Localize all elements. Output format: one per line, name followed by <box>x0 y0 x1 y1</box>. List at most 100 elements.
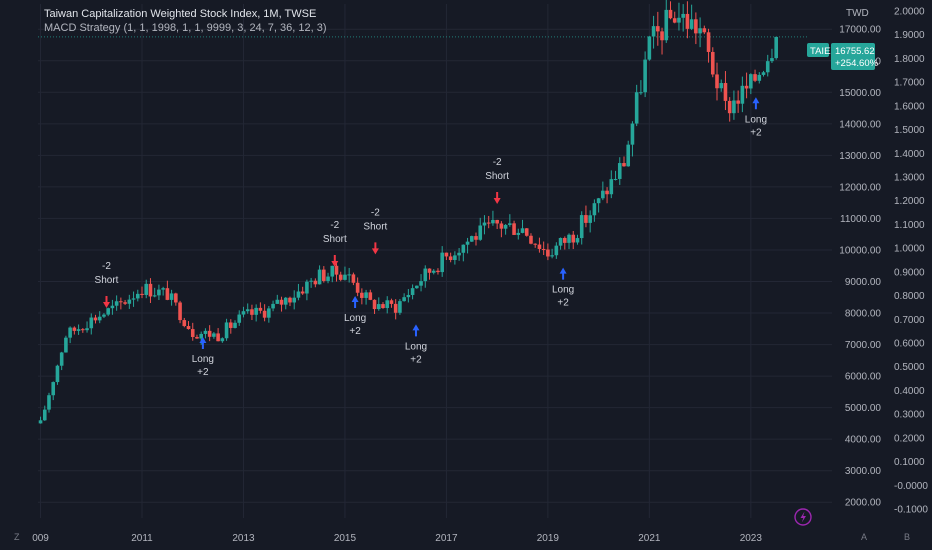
signal-label-bottom: Short <box>323 234 347 245</box>
candle-body <box>436 270 440 273</box>
candle-body <box>106 308 110 315</box>
candle-body <box>571 234 576 243</box>
candle-body <box>660 31 664 41</box>
candle-body <box>770 58 774 62</box>
candle-body <box>601 190 605 199</box>
candle-body <box>186 326 191 330</box>
y2-tick-label: 1.7000 <box>894 78 925 89</box>
candle-body <box>643 59 647 93</box>
corner-right-label: B <box>904 532 910 542</box>
candle-body <box>262 310 267 318</box>
candle-body <box>216 333 220 342</box>
candle-body <box>343 274 347 280</box>
candle-body <box>698 28 702 34</box>
candle-body <box>389 300 394 304</box>
signal-label-top: -2 <box>330 220 339 231</box>
candlestick-series <box>38 0 778 424</box>
candle-body <box>322 269 326 281</box>
candle-body <box>203 330 208 334</box>
price-axis-right[interactable]: 2.0000 1.9000 1.8000 1.7000 1.6000 1.5000 1.40… <box>894 7 928 516</box>
candle-body <box>300 291 305 294</box>
candle-body <box>135 293 140 299</box>
y2-tick-label: 0.1000 <box>894 457 925 468</box>
candle-body <box>486 222 491 224</box>
candle-body <box>157 289 161 296</box>
candle-body <box>765 61 770 73</box>
candle-body <box>144 283 149 295</box>
candle-body <box>51 382 56 396</box>
candle-body <box>727 100 732 114</box>
candle-body <box>529 235 533 244</box>
candle-body <box>495 219 499 224</box>
y2-tick-label: 1.9000 <box>894 30 925 41</box>
signal-label-top: Long <box>552 285 574 296</box>
candle-body <box>554 245 559 256</box>
corner-mid-label: A <box>861 532 867 542</box>
price-axis-left[interactable]: 2000.00 3000.00 4000.00 5000.00 6000.00 7000.… <box>839 25 881 509</box>
candle-body <box>114 301 119 306</box>
corner-left-label: Z <box>14 532 20 542</box>
x-tick-label: 2017 <box>435 533 458 544</box>
x-tick-label: 2013 <box>232 533 255 544</box>
candle-body <box>478 225 483 240</box>
candle-body <box>592 203 597 216</box>
candle-body <box>93 317 98 321</box>
y2-tick-label: 2.0000 <box>894 7 925 18</box>
candle-body <box>558 237 563 246</box>
candle-body <box>258 307 263 311</box>
candle-body <box>685 13 690 29</box>
candle-body <box>241 311 246 315</box>
lightning-icon[interactable] <box>794 508 812 526</box>
candle-body <box>393 303 398 313</box>
y-tick-label: 3000.00 <box>845 466 882 477</box>
y2-tick-label: 1.0000 <box>894 244 925 255</box>
candle-body <box>148 283 153 297</box>
candle-body <box>584 215 588 223</box>
x-tick-label: 2015 <box>334 533 357 544</box>
candle-body <box>406 294 411 298</box>
candle-body <box>647 36 652 60</box>
candle-body <box>292 297 297 303</box>
y2-tick-label: 0.2000 <box>894 433 925 444</box>
candle-body <box>491 219 495 224</box>
candle-body <box>503 224 508 229</box>
y-tick-label: 8000.00 <box>845 309 882 320</box>
candle-body <box>757 74 762 81</box>
candle-body <box>626 144 631 167</box>
signal-label-bottom: +2 <box>349 326 361 337</box>
price-badge-change: +254.60% <box>835 58 879 69</box>
short-arrow-icon <box>371 242 379 255</box>
long-arrow-icon <box>412 324 420 337</box>
candle-body <box>537 244 542 249</box>
candle-body <box>317 269 322 285</box>
candle-body <box>567 234 571 243</box>
y2-tick-label: 0.6000 <box>894 339 925 350</box>
candle-body <box>81 329 85 331</box>
candle-body <box>588 215 592 223</box>
candle-body <box>233 322 237 328</box>
candle-body <box>85 328 89 331</box>
y2-tick-label: 0.9000 <box>894 267 925 278</box>
candle-body <box>719 83 724 89</box>
candle-body <box>402 297 406 302</box>
candle-body <box>254 307 258 315</box>
candle-body <box>224 322 229 339</box>
candle-body <box>774 36 778 59</box>
candle-body <box>427 268 432 273</box>
candle-body <box>744 85 749 89</box>
candle-body <box>512 223 516 235</box>
candle-body <box>338 274 343 280</box>
candle-body <box>448 256 453 260</box>
candle-body <box>453 255 457 260</box>
y2-tick-label: 1.8000 <box>894 54 925 65</box>
candle-body <box>131 298 136 300</box>
y2-tick-label: 1.1000 <box>894 220 925 231</box>
candle-body <box>609 179 614 195</box>
candle-body <box>575 238 580 243</box>
candle-body <box>761 72 766 75</box>
candle-body <box>613 178 618 180</box>
candle-body <box>275 299 280 304</box>
x-tick-label: 2011 <box>131 533 153 544</box>
time-axis[interactable]: 009 2011 2013 2015 2017 2019 2021 2023 <box>32 533 762 544</box>
